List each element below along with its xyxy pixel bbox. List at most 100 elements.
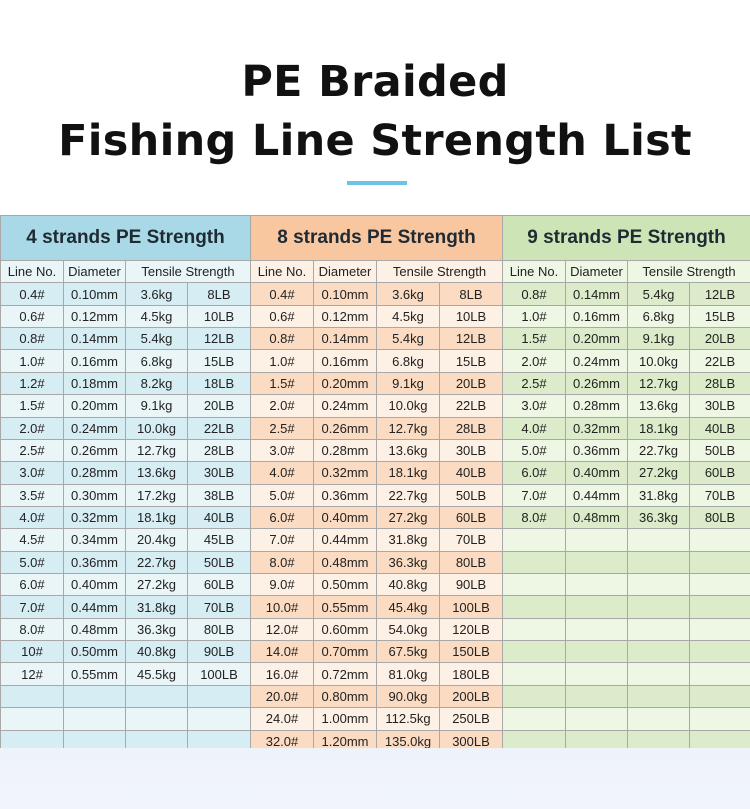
diameter-cell: 0.34mm xyxy=(63,528,126,552)
tensile-lb-cell xyxy=(689,707,750,731)
tensile-kg-cell: 5.4kg xyxy=(125,327,188,351)
line-no-cell: 14.0# xyxy=(250,640,314,664)
tensile-lb-cell: 70LB xyxy=(187,595,251,619)
table-row: 8.0# 0.48mm 36.3kg 80LB xyxy=(502,505,750,530)
strength-table-8-strands: 8 strands PE Strength Line No. Diameter Ten… xyxy=(250,215,503,753)
tensile-kg-cell: 12.7kg xyxy=(125,438,188,463)
tensile-kg-cell: 31.8kg xyxy=(125,595,188,619)
diameter-cell: 0.14mm xyxy=(565,282,628,306)
table-row: 16.0# 0.72mm 81.0kg 180LB xyxy=(250,662,503,686)
tensile-lb-cell: 10LB xyxy=(187,304,251,329)
tensile-lb-cell: 50LB xyxy=(439,483,503,507)
bottom-background xyxy=(0,748,750,809)
tensile-lb-cell xyxy=(689,573,750,597)
line-no-cell xyxy=(502,595,566,619)
tensile-lb-cell xyxy=(689,550,750,575)
diameter-cell: 0.28mm xyxy=(565,394,628,418)
line-no-cell: 24.0# xyxy=(250,707,314,731)
tensile-lb-cell: 50LB xyxy=(689,438,750,463)
table-row: 1.5# 0.20mm 9.1kg 20LB xyxy=(0,394,251,418)
table-row: 2.5# 0.26mm 12.7kg 28LB xyxy=(0,438,251,463)
diameter-cell: 0.20mm xyxy=(565,327,628,351)
table-row: 2.0# 0.24mm 10.0kg 22LB xyxy=(502,349,750,373)
line-no-cell: 2.5# xyxy=(250,416,314,440)
line-no-cell xyxy=(502,550,566,575)
diameter-cell: 0.80mm xyxy=(313,684,377,709)
table-row xyxy=(0,707,251,731)
tensile-kg-cell: 12.7kg xyxy=(627,371,690,396)
line-no-cell: 6.0# xyxy=(0,573,64,597)
line-no-cell xyxy=(502,528,566,552)
tensile-lb-cell: 90LB xyxy=(439,573,503,597)
table-row: 4.0# 0.32mm 18.1kg 40LB xyxy=(502,416,750,440)
tensile-lb-cell: 70LB xyxy=(439,528,503,552)
tensile-lb-cell: 12LB xyxy=(689,282,750,306)
line-no-cell: 1.5# xyxy=(250,371,314,396)
line-no-cell: 1.0# xyxy=(250,349,314,373)
table-row: 2.5# 0.26mm 12.7kg 28LB xyxy=(250,416,503,440)
diameter-cell xyxy=(565,707,628,731)
tensile-kg-cell: 5.4kg xyxy=(376,327,440,351)
diameter-cell xyxy=(565,640,628,664)
line-no-cell: 0.4# xyxy=(250,282,314,306)
tensile-kg-cell xyxy=(627,617,690,642)
diameter-cell: 0.40mm xyxy=(63,573,126,597)
tensile-kg-cell xyxy=(627,729,690,753)
column-header-diameter: Diameter xyxy=(313,259,377,284)
tensile-lb-cell: 50LB xyxy=(187,550,251,575)
tensile-kg-cell: 13.6kg xyxy=(627,394,690,418)
diameter-cell: 0.26mm xyxy=(565,371,628,396)
line-no-cell: 0.6# xyxy=(250,304,314,329)
tensile-lb-cell: 100LB xyxy=(439,595,503,619)
diameter-cell: 0.44mm xyxy=(565,483,628,507)
tensile-lb-cell: 100LB xyxy=(187,662,251,686)
diameter-cell: 0.36mm xyxy=(565,438,628,463)
diameter-cell: 0.24mm xyxy=(63,416,126,440)
tensile-kg-cell xyxy=(627,550,690,575)
tensile-lb-cell: 8LB xyxy=(439,282,503,306)
line-no-cell: 7.0# xyxy=(250,528,314,552)
line-no-cell: 4.5# xyxy=(0,528,64,552)
table-title: 9 strands PE Strength xyxy=(502,215,750,261)
diameter-cell: 0.40mm xyxy=(565,461,628,485)
tensile-lb-cell: 300LB xyxy=(439,729,503,753)
table-title: 8 strands PE Strength xyxy=(250,215,503,261)
tensile-kg-cell: 5.4kg xyxy=(627,282,690,306)
line-no-cell: 20.0# xyxy=(250,684,314,709)
table-row: 24.0# 1.00mm 112.5kg 250LB xyxy=(250,707,503,731)
tensile-kg-cell: 27.2kg xyxy=(376,505,440,530)
tensile-kg-cell: 17.2kg xyxy=(125,483,188,507)
diameter-cell: 0.32mm xyxy=(63,505,126,530)
line-no-cell: 10# xyxy=(0,640,64,664)
table-row: 7.0# 0.44mm 31.8kg 70LB xyxy=(502,483,750,507)
tensile-kg-cell: 112.5kg xyxy=(376,707,440,731)
table-row: 0.4# 0.10mm 3.6kg 8LB xyxy=(0,282,251,306)
column-header-tensile-strength: Tensile Strength xyxy=(125,259,251,284)
tensile-kg-cell: 31.8kg xyxy=(376,528,440,552)
table-row xyxy=(502,573,750,597)
table-row: 1.0# 0.16mm 6.8kg 15LB xyxy=(250,349,503,373)
tensile-kg-cell: 10.0kg xyxy=(376,394,440,418)
column-header-line-no: Line No. xyxy=(502,259,566,284)
tensile-lb-cell: 20LB xyxy=(689,327,750,351)
tensile-kg-cell: 3.6kg xyxy=(125,282,188,306)
line-no-cell: 2.5# xyxy=(0,438,64,463)
tensile-kg-cell: 13.6kg xyxy=(376,438,440,463)
tensile-kg-cell: 18.1kg xyxy=(376,461,440,485)
tensile-lb-cell: 15LB xyxy=(439,349,503,373)
table-row: 8.0# 0.48mm 36.3kg 80LB xyxy=(250,550,503,575)
title-accent-bar xyxy=(347,181,407,185)
table-row: 4.5# 0.34mm 20.4kg 45LB xyxy=(0,528,251,552)
tensile-lb-cell xyxy=(689,640,750,664)
line-no-cell: 5.0# xyxy=(250,483,314,507)
tensile-lb-cell: 120LB xyxy=(439,617,503,642)
table-row xyxy=(502,684,750,709)
tensile-kg-cell: 9.1kg xyxy=(627,327,690,351)
tensile-kg-cell: 4.5kg xyxy=(125,304,188,329)
tensile-kg-cell: 22.7kg xyxy=(627,438,690,463)
table-row: 14.0# 0.70mm 67.5kg 150LB xyxy=(250,640,503,664)
line-no-cell xyxy=(502,573,566,597)
table-row: 12# 0.55mm 45.5kg 100LB xyxy=(0,662,251,686)
tensile-kg-cell: 81.0kg xyxy=(376,662,440,686)
line-no-cell: 0.6# xyxy=(0,304,64,329)
